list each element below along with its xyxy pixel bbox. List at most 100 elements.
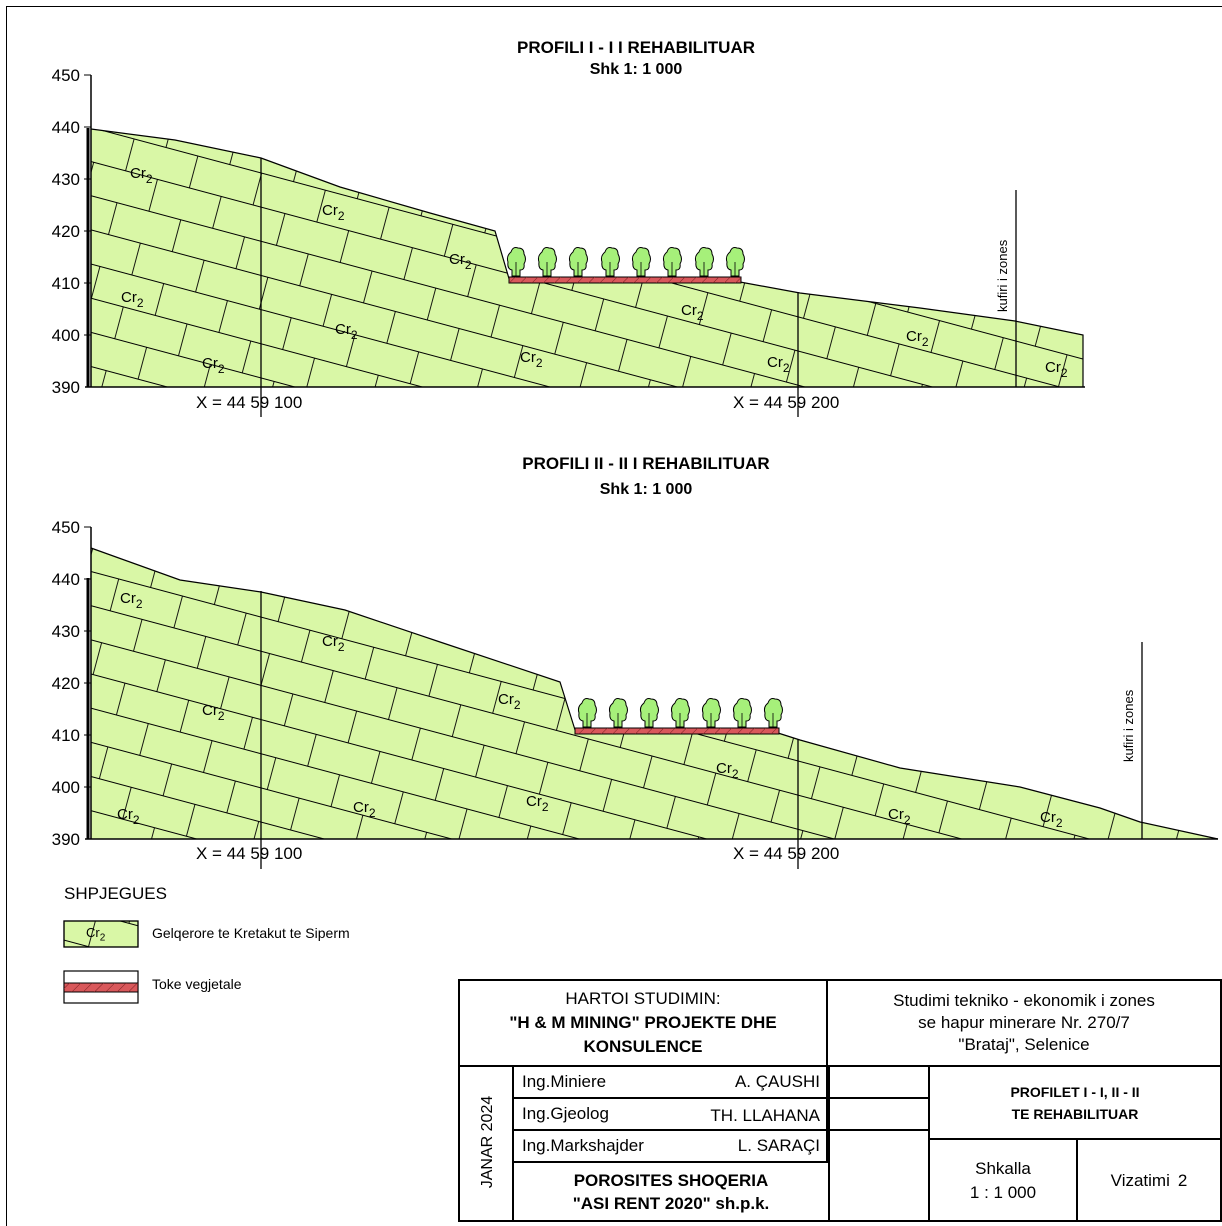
y-tick-label: 390 bbox=[52, 830, 80, 849]
drawing-title-line-1: PROFILET I - I, II - II bbox=[1010, 1083, 1140, 1100]
profile-2-y-ticks: 450 440 430 420 410 400 390 bbox=[52, 518, 91, 849]
study-cell: Studimi tekniko - ekonomik i zones se ha… bbox=[828, 981, 1220, 1067]
unit-label-cr2: Cr2 bbox=[1045, 359, 1068, 380]
unit-label-cr2: Cr2 bbox=[888, 806, 911, 827]
study-line-3: "Brataj", Selenice bbox=[958, 1035, 1090, 1054]
legend-swatches bbox=[63, 920, 139, 1004]
zone-boundary-label: kufiri i zones bbox=[995, 239, 1010, 312]
signature-cell bbox=[828, 1099, 930, 1131]
unit-label-cr2: Cr2 bbox=[449, 251, 472, 272]
drawing-label: Vizatimi bbox=[1110, 1171, 1170, 1190]
legend-item-limestone: Gelqerore te Kretakut te Siperm bbox=[152, 925, 350, 941]
profile-2-unit-labels: Cr2 Cr2 Cr2 Cr2 Cr2 Cr2 Cr2 Cr2 Cr2 Cr2 bbox=[117, 590, 1063, 830]
unit-label-cr2: Cr2 bbox=[498, 691, 521, 712]
unit-label-cr2: Cr2 bbox=[716, 760, 739, 781]
unit-label-cr2: Cr2 bbox=[681, 302, 704, 323]
y-tick-label: 410 bbox=[52, 726, 80, 745]
staff-role: Ing.Miniere bbox=[522, 1072, 607, 1091]
tree-icon bbox=[577, 698, 597, 728]
unit-label-cr2: Cr2 bbox=[335, 321, 358, 342]
tree-icon bbox=[662, 247, 682, 277]
drawing-frame bbox=[6, 6, 1222, 1226]
client-line-2: "ASI RENT 2020" sh.p.k. bbox=[572, 1194, 770, 1213]
y-tick-label: 430 bbox=[52, 170, 80, 189]
author-heading: HARTOI STUDIMIN: bbox=[565, 989, 721, 1008]
staff-name: A. ÇAUSHI bbox=[734, 1072, 820, 1091]
tree-icon bbox=[763, 698, 783, 728]
zone-boundary-label: kufiri i zones bbox=[1121, 689, 1136, 762]
unit-label-cr2: Cr2 bbox=[1040, 809, 1063, 830]
x-coordinate-label: X = 44 59 200 bbox=[733, 393, 839, 412]
author-cell: HARTOI STUDIMIN: "H & M MINING" PROJEKTE… bbox=[460, 981, 828, 1067]
study-line-2: se hapur minerare Nr. 270/7 bbox=[918, 1013, 1130, 1032]
y-tick-label: 400 bbox=[52, 778, 80, 797]
profile-2-trees bbox=[577, 698, 783, 728]
title-block: HARTOI STUDIMIN: "H & M MINING" PROJEKTE… bbox=[458, 979, 1222, 1222]
staff-name: L. SARAÇI bbox=[737, 1136, 820, 1155]
staff-name: TH. LLAHANA bbox=[710, 1106, 820, 1125]
profile-2-title: PROFILI II - II I REHABILITUAR bbox=[522, 454, 769, 473]
tree-icon bbox=[732, 698, 752, 728]
author-company: "H & M MINING" PROJEKTE DHE bbox=[509, 1013, 777, 1032]
staff-role: Ing.Markshajder bbox=[522, 1136, 644, 1155]
profile-1-y-ticks: 450 440 430 420 410 400 390 bbox=[52, 66, 91, 397]
scale-cell: Shkalla 1 : 1 000 bbox=[930, 1140, 1078, 1222]
x-coordinate-label: X = 44 59 200 bbox=[733, 844, 839, 863]
unit-label-cr2: Cr2 bbox=[121, 289, 144, 310]
profile-1: PROFILI I - I I REHABILITUAR Shk 1: 1 00… bbox=[52, 38, 1085, 417]
tree-icon bbox=[631, 247, 651, 277]
unit-label-cr2: Cr2 bbox=[202, 355, 225, 376]
profile-1-title: PROFILI I - I I REHABILITUAR bbox=[517, 38, 755, 57]
x-coordinate-label: X = 44 59 100 bbox=[196, 844, 302, 863]
unit-label-cr2: Cr2 bbox=[202, 702, 225, 723]
drawing-title-cell: PROFILET I - I, II - II TE REHABILITUAR bbox=[930, 1067, 1220, 1140]
unit-label-cr2: Cr2 bbox=[906, 328, 929, 349]
tree-icon bbox=[608, 698, 628, 728]
unit-label-cr2: Cr2 bbox=[322, 202, 345, 223]
profile-1-unit-labels: Cr2 Cr2 Cr2 Cr2 Cr2 Cr2 Cr2 Cr2 Cr2 Cr2 … bbox=[121, 165, 1068, 380]
tree-icon bbox=[639, 698, 659, 728]
y-tick-label: 410 bbox=[52, 274, 80, 293]
y-tick-label: 440 bbox=[52, 570, 80, 589]
author-company-line2: KONSULENCE bbox=[583, 1037, 703, 1056]
drawing-title-line-2: TE REHABILITUAR bbox=[1011, 1105, 1139, 1122]
y-tick-label: 450 bbox=[52, 518, 80, 537]
legend-item-topsoil: Toke vegjetale bbox=[152, 976, 242, 992]
y-tick-label: 390 bbox=[52, 378, 80, 397]
unit-label-cr2: Cr2 bbox=[767, 354, 790, 375]
staff-row: Ing.Gjeolog TH. LLAHANA bbox=[514, 1099, 828, 1131]
y-tick-label: 400 bbox=[52, 326, 80, 345]
study-line-1: Studimi tekniko - ekonomik i zones bbox=[893, 991, 1155, 1010]
staff-row: Ing.Markshajder L. SARAÇI bbox=[514, 1131, 828, 1163]
client-line-1: POROSITES SHOQERIA bbox=[573, 1171, 769, 1190]
y-tick-label: 420 bbox=[52, 222, 80, 241]
unit-label-cr2: Cr2 bbox=[117, 806, 140, 827]
x-coordinate-label: X = 44 59 100 bbox=[196, 393, 302, 412]
y-tick-label: 440 bbox=[52, 118, 80, 137]
date-cell: JANAR 2024 bbox=[460, 1067, 514, 1222]
profile-1-scale: Shk 1: 1 000 bbox=[590, 61, 683, 78]
tree-icon bbox=[506, 247, 526, 277]
client-cell: POROSITES SHOQERIA "ASI RENT 2020" sh.p.… bbox=[514, 1163, 828, 1222]
scale-value: 1 : 1 000 bbox=[969, 1183, 1037, 1202]
tree-icon bbox=[568, 247, 588, 277]
unit-label-cr2: Cr2 bbox=[120, 590, 143, 611]
drawing-number: 2 bbox=[1177, 1171, 1188, 1190]
tree-icon bbox=[670, 698, 690, 728]
y-tick-label: 450 bbox=[52, 66, 80, 85]
date-label: JANAR 2024 bbox=[479, 1095, 496, 1189]
y-tick-label: 420 bbox=[52, 674, 80, 693]
legend-swatch-label: Cr2 bbox=[86, 925, 106, 944]
tree-icon bbox=[537, 247, 557, 277]
profile-1-trees bbox=[506, 247, 745, 277]
signature-cell bbox=[828, 1067, 930, 1099]
unit-label-cr2: Cr2 bbox=[130, 165, 153, 186]
unit-label-cr2: Cr2 bbox=[353, 799, 376, 820]
unit-label-cr2: Cr2 bbox=[322, 633, 345, 654]
unit-label-cr2: Cr2 bbox=[526, 793, 549, 814]
profile-2-scale: Shk 1: 1 000 bbox=[600, 481, 693, 498]
tree-icon bbox=[701, 698, 721, 728]
y-tick-label: 430 bbox=[52, 622, 80, 641]
profile-2: PROFILI II - II I REHABILITUAR Shk 1: 1 … bbox=[52, 454, 1219, 869]
